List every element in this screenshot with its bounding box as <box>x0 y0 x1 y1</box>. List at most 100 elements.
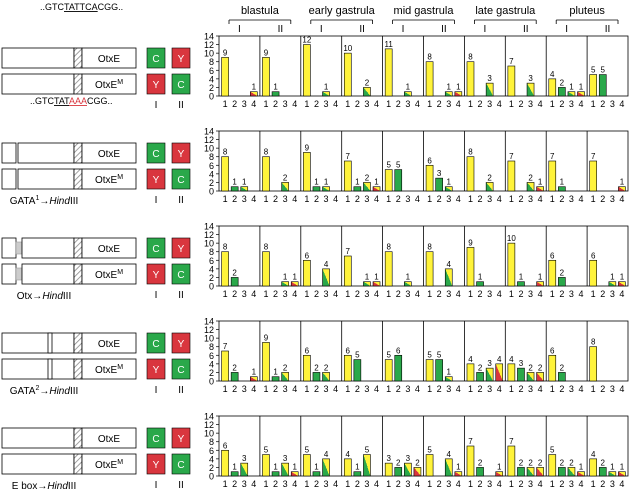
x-tick-label: 2 <box>518 479 523 489</box>
x-tick-label: 2 <box>314 99 319 109</box>
data-label: 2 <box>283 363 288 372</box>
data-label: 1 <box>610 463 615 472</box>
bar <box>343 458 352 477</box>
data-label: 6 <box>591 251 596 260</box>
expression-box-C <box>171 453 191 475</box>
bar <box>577 471 585 477</box>
expression-box-Y <box>146 168 166 190</box>
data-label: 1 <box>456 83 461 92</box>
stage-label: pluteus <box>569 5 605 17</box>
x-tick-label: 2 <box>478 289 483 299</box>
replicate-label: II <box>178 100 184 111</box>
y-tick-label: 4 <box>209 454 214 464</box>
data-label: 4 <box>468 355 473 364</box>
data-label: 1 <box>355 463 360 472</box>
y-tick-label: 10 <box>204 144 214 154</box>
x-tick-label: 2 <box>273 384 278 394</box>
data-label: 1 <box>283 273 288 282</box>
bar <box>495 471 504 477</box>
x-tick-label: 4 <box>456 479 461 489</box>
replicate-label: II <box>523 24 529 35</box>
bar <box>230 471 239 477</box>
bar <box>303 152 311 192</box>
x-tick-label: 2 <box>232 99 237 109</box>
x-tick-label: 2 <box>518 289 523 299</box>
x-tick-label: 4 <box>374 194 379 204</box>
data-label: 5 <box>591 66 596 75</box>
data-label: 1 <box>560 178 565 187</box>
y-tick-label: 4 <box>209 74 214 84</box>
data-label: 2 <box>314 363 319 372</box>
bar <box>353 471 362 477</box>
y-tick-label: 6 <box>209 161 214 171</box>
construct-row: OtxE OtxEM GATA1→HindIII <box>1 142 137 207</box>
bar <box>485 82 494 97</box>
x-tick-label: 2 <box>232 479 237 489</box>
x-tick-label: 3 <box>487 384 492 394</box>
x-tick-label: 1 <box>263 289 268 299</box>
x-tick-label: 3 <box>364 99 369 109</box>
y-tick-label: 8 <box>209 152 214 162</box>
bar <box>507 242 516 287</box>
expression-boxes: C YY CI II <box>146 142 191 206</box>
hatched-element <box>73 47 83 69</box>
x-tick-label: 4 <box>292 194 297 204</box>
x-tick-label: 2 <box>437 479 442 489</box>
data-label: 6 <box>396 346 401 355</box>
x-tick-label: 4 <box>579 384 584 394</box>
x-tick-label: 1 <box>223 384 228 394</box>
y-tick-label: 14 <box>204 222 214 232</box>
x-tick-label: 4 <box>497 99 502 109</box>
x-tick-label: 3 <box>242 194 247 204</box>
data-label: 1 <box>242 178 247 187</box>
x-tick-label: 4 <box>251 99 256 109</box>
data-label: 6 <box>550 346 555 355</box>
x-tick-label: 3 <box>446 289 451 299</box>
x-tick-label: 1 <box>345 479 350 489</box>
bar <box>444 91 453 97</box>
bar <box>363 87 371 97</box>
bar <box>363 182 371 192</box>
bar <box>589 74 597 97</box>
replicate-label: II <box>441 24 447 35</box>
bar <box>425 454 434 477</box>
y-tick-label: 0 <box>209 377 214 387</box>
x-tick-label: 2 <box>355 384 360 394</box>
bar <box>444 268 453 287</box>
x-tick-label: 4 <box>333 194 338 204</box>
x-tick-label: 1 <box>223 289 228 299</box>
expression-box-C <box>146 142 166 164</box>
bar <box>363 454 371 477</box>
bar <box>507 363 516 382</box>
data-label: 1 <box>447 368 452 377</box>
bar <box>384 462 393 477</box>
x-tick-label: 4 <box>538 289 543 299</box>
x-tick-label: 4 <box>619 194 624 204</box>
y-tick-label: 8 <box>209 57 214 67</box>
construct-row: OtxE OtxEM GATA2→HindIII <box>1 332 137 397</box>
replicate-label: I <box>320 24 323 35</box>
bar <box>404 91 412 97</box>
y-tick-label: 8 <box>209 247 214 257</box>
data-label: 1 <box>273 83 278 92</box>
x-tick-label: 1 <box>263 384 268 394</box>
x-tick-label: 4 <box>415 384 420 394</box>
x-tick-label: 2 <box>437 289 442 299</box>
expression-boxes: C YY CI II <box>146 47 191 111</box>
data-label: 4 <box>447 260 452 269</box>
x-tick-label: 1 <box>550 194 555 204</box>
x-tick-label: 1 <box>345 384 350 394</box>
bar <box>312 186 321 192</box>
bar <box>495 363 504 382</box>
expression-box-Y <box>171 427 191 449</box>
x-tick-label: 3 <box>487 479 492 489</box>
x-tick-label: 3 <box>324 384 329 394</box>
x-tick-label: 4 <box>415 479 420 489</box>
expression-box-C <box>171 263 191 285</box>
data-label: 5 <box>386 161 391 170</box>
data-label: 8 <box>264 148 269 157</box>
data-label: 8 <box>591 338 596 347</box>
y-tick-label: 4 <box>209 169 214 179</box>
expression-box-C <box>146 237 166 259</box>
data-label: 1 <box>292 273 297 282</box>
